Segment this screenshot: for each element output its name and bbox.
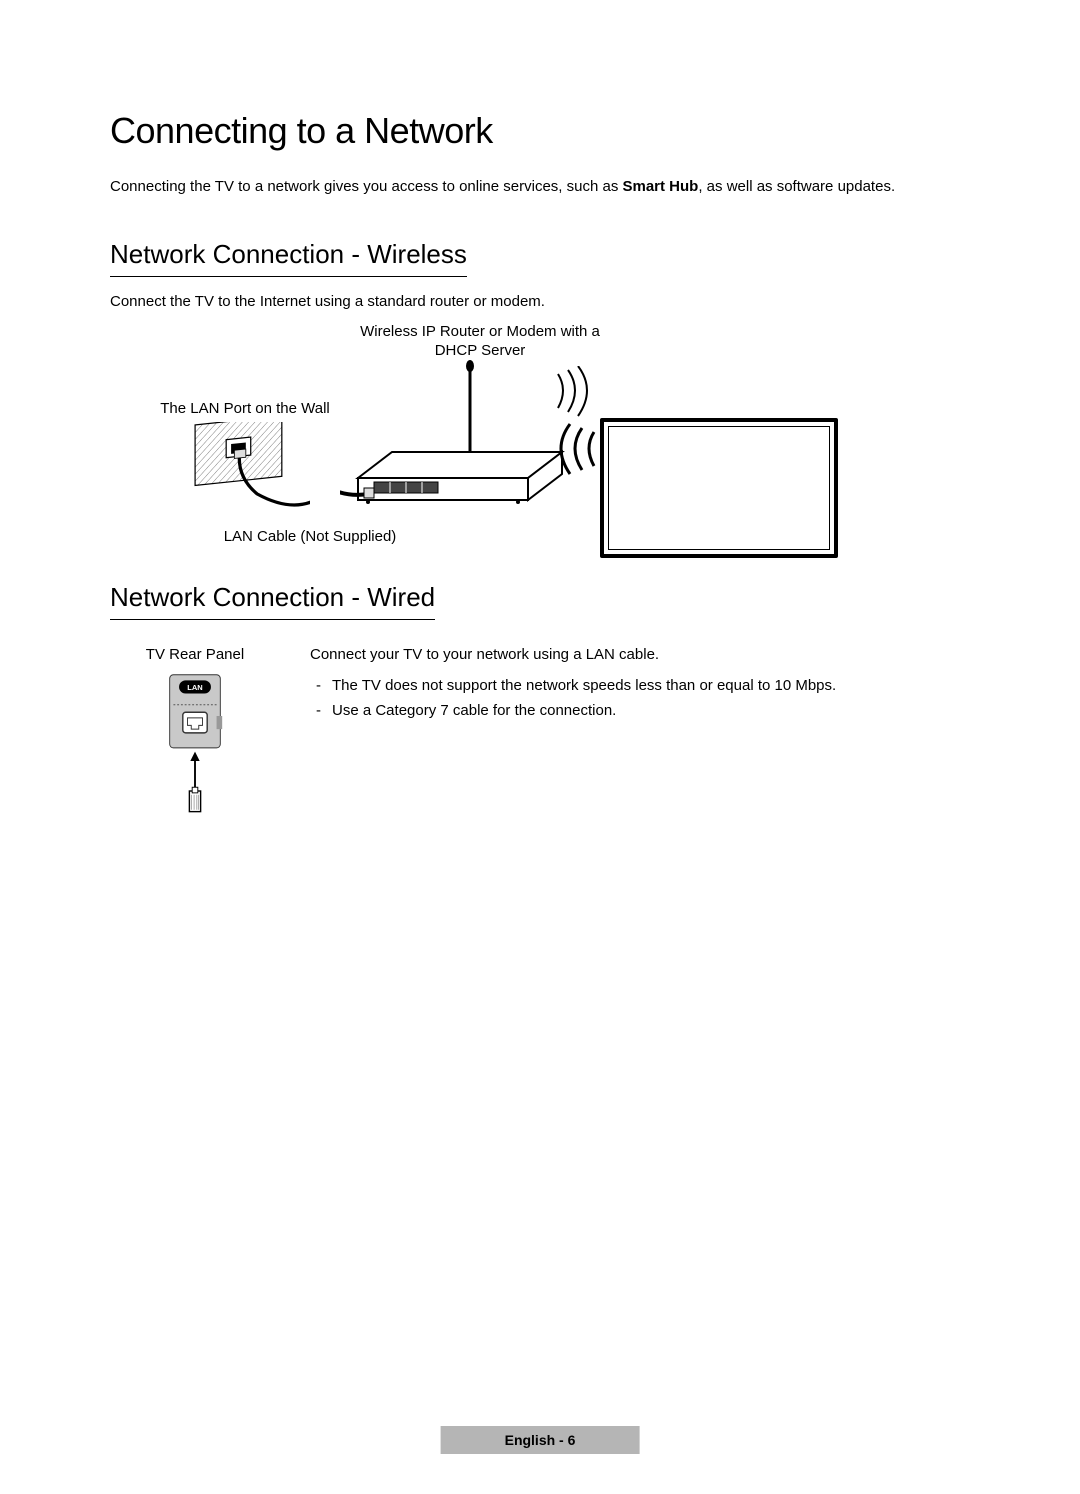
manual-page: Connecting to a Network Connecting the T…: [0, 0, 1080, 826]
wired-section: Network Connection - Wired TV Rear Panel…: [110, 582, 970, 826]
rear-panel-label: TV Rear Panel: [110, 646, 280, 663]
wireless-heading: Network Connection - Wireless: [110, 239, 467, 277]
wired-text-column: Connect your TV to your network using a …: [310, 646, 970, 826]
rear-panel-illustration: LAN: [150, 671, 240, 821]
intro-post: , as well as software updates.: [698, 178, 895, 195]
wireless-diagram: Wireless IP Router or Modem with a DHCP …: [110, 322, 870, 552]
intro-bold: Smart Hub: [623, 178, 699, 195]
intro-pre: Connecting the TV to a network gives you…: [110, 178, 623, 195]
wall-port-label: The LAN Port on the Wall: [140, 400, 350, 417]
wireless-sub: Connect the TV to the Internet using a s…: [110, 293, 970, 310]
wifi-signal-out-icon: [552, 366, 602, 426]
page-footer: English - 6: [441, 1426, 640, 1454]
wall-port-illustration: [180, 422, 310, 512]
intro-paragraph: Connecting the TV to a network gives you…: [110, 176, 970, 199]
wired-bullet-list: The TV does not support the network spee…: [310, 673, 970, 724]
wired-bullet: Use a Category 7 cable for the connectio…: [310, 698, 970, 724]
router-illustration: [340, 360, 580, 520]
wifi-signal-in-icon: [550, 422, 600, 482]
tv-illustration: [600, 418, 838, 558]
tv-screen: [608, 426, 830, 550]
rear-panel-column: TV Rear Panel LAN: [110, 646, 280, 826]
lan-port-text: LAN: [187, 682, 202, 691]
wired-heading: Network Connection - Wired: [110, 582, 435, 620]
router-label: Wireless IP Router or Modem with a DHCP …: [340, 322, 620, 361]
wired-lead: Connect your TV to your network using a …: [310, 646, 970, 663]
page-title: Connecting to a Network: [110, 110, 970, 152]
wired-bullet: The TV does not support the network spee…: [310, 673, 970, 699]
lan-cable-label: LAN Cable (Not Supplied): [200, 528, 420, 545]
